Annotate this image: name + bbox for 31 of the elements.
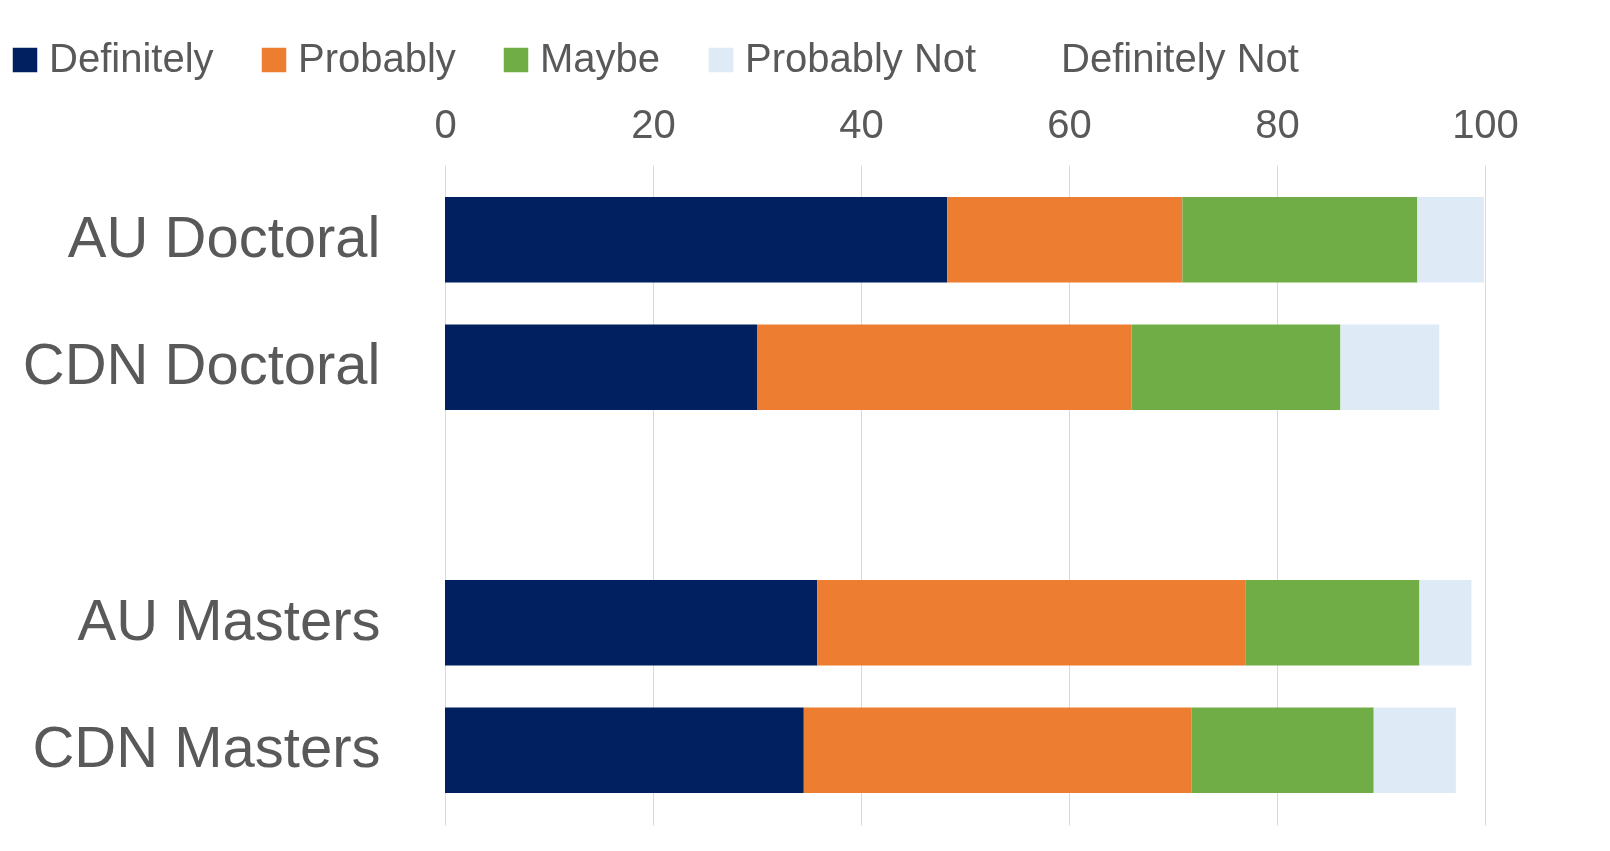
x-tick-label: 100 <box>1452 101 1519 146</box>
bar <box>1340 324 1440 411</box>
bar <box>817 579 1246 666</box>
bar <box>445 324 757 411</box>
bar <box>757 324 1132 411</box>
bar <box>1245 579 1420 666</box>
y-tick-label: AU Masters <box>77 586 381 652</box>
x-tick-label: 0 <box>434 101 457 146</box>
legend-label: Probably <box>298 36 456 80</box>
bar <box>803 707 1192 794</box>
bar <box>1417 196 1484 283</box>
bar <box>1419 579 1472 666</box>
text: Definitely Not <box>1061 36 1299 80</box>
x-tick-label: 80 <box>1255 101 1300 146</box>
x-tick-label: 40 <box>839 101 884 146</box>
bar <box>1182 196 1418 283</box>
bar <box>445 579 818 666</box>
x-tick-label: 20 <box>631 101 676 146</box>
y-tick-label: CDN Doctoral <box>22 331 381 397</box>
x-tick-label: 60 <box>1047 101 1092 146</box>
bar <box>1373 707 1456 794</box>
y-tick-label: AU Doctoral <box>67 203 381 269</box>
bar <box>445 196 948 283</box>
legend-label: Definitely <box>49 36 214 80</box>
bar <box>445 707 804 794</box>
y-tick-label: CDN Masters <box>32 714 381 780</box>
legend-label: Probably Not <box>745 36 977 80</box>
bar <box>947 196 1183 283</box>
bar <box>1131 324 1341 411</box>
bar <box>1191 707 1374 794</box>
legend-label: Maybe <box>540 36 661 80</box>
